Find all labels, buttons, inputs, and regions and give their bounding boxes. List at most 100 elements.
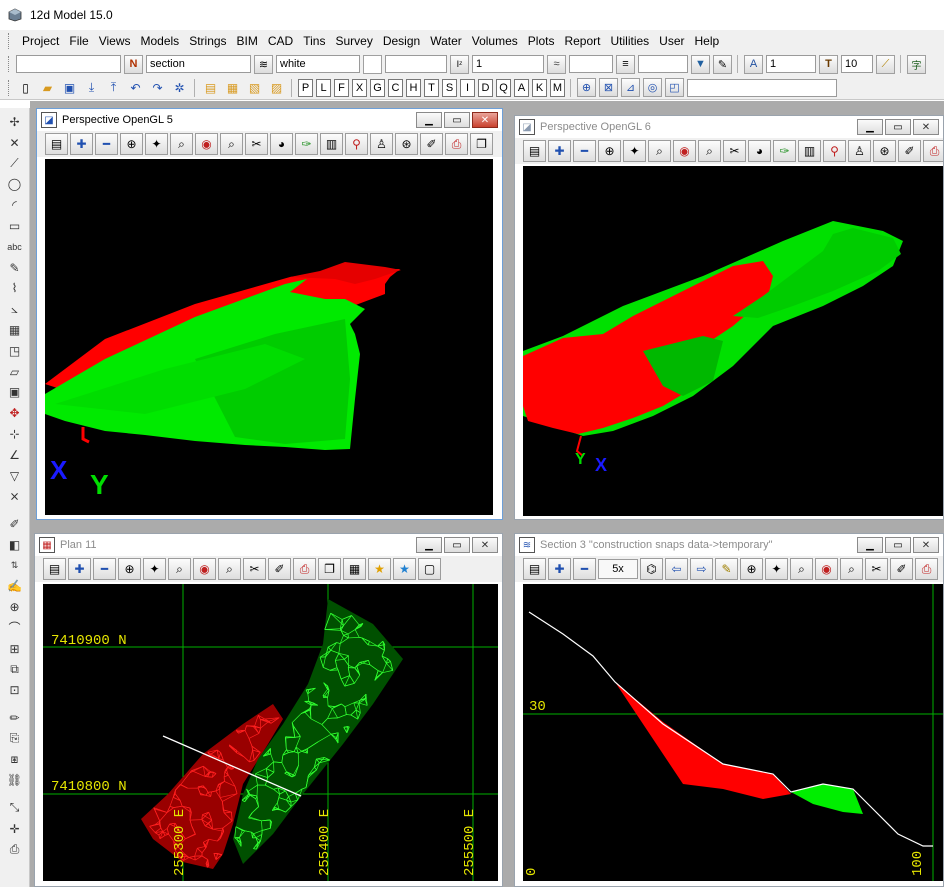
pan-icon[interactable]: ✂ bbox=[865, 558, 888, 580]
brush-icon[interactable]: ✐ bbox=[9, 516, 20, 531]
paint-icon[interactable]: ✑ bbox=[773, 140, 796, 162]
walk-icon[interactable]: ♙ bbox=[370, 133, 393, 155]
z-input[interactable] bbox=[385, 55, 447, 73]
text-size-input[interactable] bbox=[766, 55, 816, 73]
brush-icon[interactable]: ✐ bbox=[420, 133, 443, 155]
plan-window-11[interactable]: ▦ Plan 11 ▁ ▭ ✕ ▤ ✚ ━ ⊕ ✦ ⌕ ◉ ⌕ ✂ ✐ ⎙ ❐ … bbox=[34, 533, 503, 887]
zoom-in-icon[interactable]: ⊕ bbox=[740, 558, 763, 580]
menu-cad[interactable]: CAD bbox=[267, 34, 294, 48]
add-model-icon[interactable]: ✚ bbox=[70, 133, 93, 155]
menu-file[interactable]: File bbox=[69, 34, 89, 48]
zoom-centre-icon[interactable]: ◉ bbox=[195, 133, 218, 155]
print-icon[interactable]: ⎙ bbox=[915, 558, 938, 580]
colour-input[interactable] bbox=[276, 55, 360, 73]
measure-icon[interactable]: ⦣ bbox=[11, 301, 18, 316]
fit-icon[interactable]: ⌕ bbox=[698, 140, 721, 162]
perspective-canvas-5[interactable]: X Y bbox=[45, 159, 493, 515]
copy-icon[interactable]: ⎘ bbox=[9, 731, 20, 746]
brush-icon[interactable]: ✐ bbox=[268, 558, 291, 580]
redo-icon[interactable]: ↷ bbox=[152, 80, 163, 95]
window-titlebar[interactable]: ◪ Perspective OpenGL 6 ▁ ▭ ✕ bbox=[515, 116, 943, 138]
light-icon[interactable]: ⚲ bbox=[823, 140, 846, 162]
close-button[interactable]: ✕ bbox=[913, 537, 939, 553]
menu-utilities[interactable]: Utilities bbox=[610, 34, 650, 48]
minimize-button[interactable]: ▁ bbox=[416, 537, 442, 553]
grid-icon[interactable]: ⊞ bbox=[9, 641, 20, 656]
move-icon[interactable]: ✥ bbox=[9, 406, 20, 421]
menu-report[interactable]: Report bbox=[564, 34, 601, 48]
remove-model-icon[interactable]: ━ bbox=[93, 558, 116, 580]
add-model-icon[interactable]: ✚ bbox=[548, 140, 571, 162]
zoom-window-icon[interactable]: ⌕ bbox=[168, 558, 191, 580]
table-icon[interactable]: ▦ bbox=[8, 322, 21, 337]
walk-icon[interactable]: ♙ bbox=[848, 140, 871, 162]
zoom-add-icon[interactable]: ✦ bbox=[143, 558, 166, 580]
menu-tins[interactable]: Tins bbox=[303, 34, 326, 48]
add-model-icon[interactable]: ✚ bbox=[548, 558, 571, 580]
exaggeration-field[interactable]: 5x bbox=[598, 559, 638, 579]
minimize-button[interactable]: ▁ bbox=[857, 119, 883, 135]
snap-k-button[interactable]: K bbox=[532, 78, 547, 97]
shade-icon[interactable]: ▥ bbox=[798, 140, 821, 162]
command-input[interactable] bbox=[687, 78, 837, 97]
section-canvas-3[interactable]: 30 0 100 bbox=[523, 584, 943, 881]
ruler-icon[interactable]: ⟋ bbox=[876, 54, 895, 74]
brush-icon[interactable]: ✐ bbox=[890, 558, 913, 580]
menu-volumes[interactable]: Volumes bbox=[471, 34, 518, 48]
minimize-button[interactable]: ▁ bbox=[416, 112, 442, 128]
layer-icon[interactable]: ≋ bbox=[254, 54, 273, 74]
pan-icon[interactable]: ✂ bbox=[723, 140, 746, 162]
point-create-icon[interactable]: ✢ bbox=[9, 115, 20, 129]
close-button[interactable]: ✕ bbox=[913, 119, 939, 135]
export-icon[interactable]: ⤒ bbox=[110, 80, 117, 94]
eye-icon[interactable]: ◕ bbox=[270, 133, 293, 155]
pick-section-icon[interactable]: ✎ bbox=[715, 558, 738, 580]
open-folder-icon[interactable]: ▰ bbox=[42, 80, 53, 95]
text-style-icon[interactable]: A bbox=[744, 54, 763, 74]
dropdown-icon[interactable]: ▼ bbox=[691, 54, 710, 74]
zoom-window-icon[interactable]: ⌕ bbox=[170, 133, 193, 155]
text-icon[interactable]: T bbox=[819, 54, 838, 74]
stretch-icon[interactable]: ⤡ bbox=[9, 800, 20, 815]
steering-wheel-icon[interactable]: ⊛ bbox=[395, 133, 418, 155]
pen-icon[interactable]: ✎ bbox=[713, 54, 732, 74]
zoom-centre-icon[interactable]: ◉ bbox=[815, 558, 838, 580]
zoom-centre-icon[interactable]: ◉ bbox=[673, 140, 696, 162]
fit-icon[interactable]: ⌕ bbox=[840, 558, 863, 580]
next-section-icon[interactable]: ⇨ bbox=[690, 558, 713, 580]
frame-icon[interactable]: ▢ bbox=[418, 558, 441, 580]
lock-icon[interactable]: ⊡ bbox=[9, 683, 20, 698]
weight-icon[interactable]: ≡ bbox=[616, 54, 635, 74]
zoom-add-icon[interactable]: ✦ bbox=[623, 140, 646, 162]
snap-q-button[interactable]: Q bbox=[496, 78, 511, 97]
menu-design[interactable]: Design bbox=[382, 34, 421, 48]
snap-i-button[interactable]: I bbox=[460, 78, 475, 97]
shade-icon[interactable]: ▥ bbox=[320, 133, 343, 155]
colour-swatch[interactable] bbox=[363, 54, 382, 74]
close-button[interactable]: ✕ bbox=[472, 112, 498, 128]
view-menu-icon[interactable]: ▤ bbox=[523, 558, 546, 580]
star-blue-icon[interactable]: ★ bbox=[393, 558, 416, 580]
section-window-3[interactable]: ≋ Section 3 "construction snaps data->te… bbox=[514, 533, 944, 887]
snap-l-button[interactable]: L bbox=[316, 78, 331, 97]
snap-corner-icon[interactable]: ◰ bbox=[665, 78, 684, 97]
menu-bim[interactable]: BIM bbox=[236, 34, 258, 48]
snap-t-button[interactable]: T bbox=[424, 78, 439, 97]
add-model-icon[interactable]: ✚ bbox=[68, 558, 91, 580]
paint-icon[interactable]: ✑ bbox=[295, 133, 318, 155]
chinese-text-icon[interactable]: 字 bbox=[907, 54, 926, 74]
z-value-icon[interactable]: Iᶻ bbox=[450, 54, 469, 74]
settings-gear-icon[interactable]: ✲ bbox=[174, 80, 185, 95]
name-icon[interactable]: N bbox=[124, 54, 143, 74]
pencil-icon[interactable]: ✏ bbox=[9, 710, 20, 725]
menu-help[interactable]: Help bbox=[694, 34, 720, 48]
model-input[interactable] bbox=[146, 55, 251, 73]
sort-icon[interactable]: ⇅ bbox=[10, 560, 19, 571]
zoom-add-icon[interactable]: ✦ bbox=[765, 558, 788, 580]
panel-icon[interactable]: ◧ bbox=[8, 537, 21, 552]
star-icon[interactable]: ★ bbox=[368, 558, 391, 580]
maximize-button[interactable]: ▭ bbox=[885, 537, 911, 553]
snap-centre-icon[interactable]: ⊕ bbox=[577, 78, 596, 97]
view-add-icon[interactable]: ▦ bbox=[226, 80, 239, 95]
triangle-icon[interactable]: ▽ bbox=[9, 468, 20, 483]
